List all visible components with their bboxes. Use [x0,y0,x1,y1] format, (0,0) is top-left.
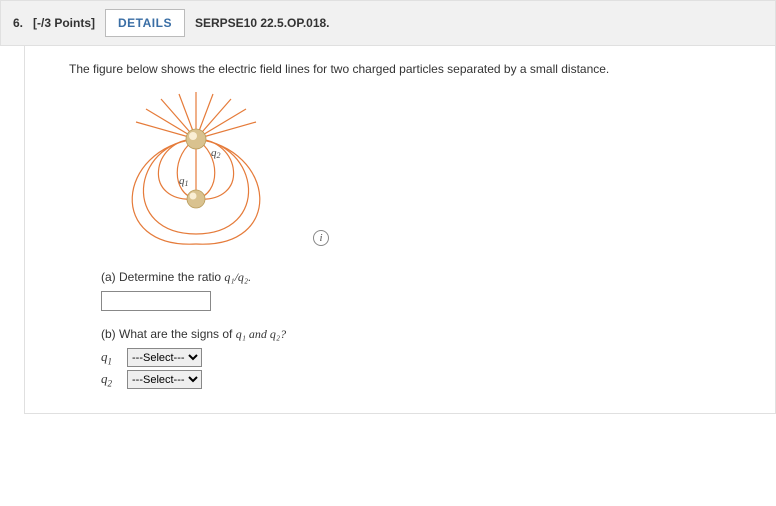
q1-label: q1 [179,175,189,188]
question-header: 6. [-/3 Points] DETAILS SERPSE10 22.5.OP… [0,0,776,46]
ratio-input[interactable] [101,291,211,311]
q1-var-label: q1 [101,349,121,367]
q2-sign-select[interactable]: ---Select--- [127,370,202,389]
prompt-text: The figure below shows the electric fiel… [69,62,759,76]
field-figure: q2 q1 i [101,84,311,254]
details-button[interactable]: DETAILS [105,9,185,37]
part-b-text: (b) What are the signs of q₁ and q₂? [101,327,759,342]
part-a-text: (a) Determine the ratio q₁/q₂. [101,270,759,285]
q2-var-label: q2 [101,371,121,389]
q1-sign-select[interactable]: ---Select--- [127,348,202,367]
question-code: SERPSE10 22.5.OP.018. [195,16,330,30]
info-icon[interactable]: i [313,230,329,246]
field-svg: q2 q1 [101,84,311,254]
q2-label: q2 [211,147,221,160]
question-body: The figure below shows the electric fiel… [24,46,776,414]
question-number: 6. [13,16,23,30]
points-label: [-/3 Points] [33,16,95,30]
q1-row: q1 ---Select--- [101,348,759,367]
q2-row: q2 ---Select--- [101,370,759,389]
